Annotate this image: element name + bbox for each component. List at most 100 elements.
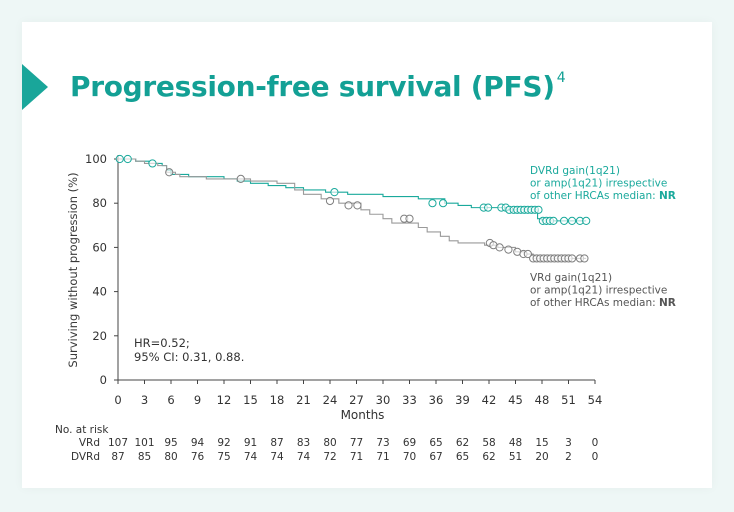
at-risk-value: 0	[592, 437, 599, 449]
x-tick-label: 27	[349, 393, 364, 407]
slide-card	[22, 22, 712, 488]
at-risk-value: 75	[217, 451, 230, 463]
censor-mark-dvrd	[438, 199, 448, 208]
censor-mark-dvrd	[148, 159, 157, 168]
censor-mark-vrd	[165, 168, 174, 177]
x-tick-label: 51	[561, 393, 576, 407]
y-tick-label: 100	[85, 152, 107, 166]
x-tick-label: 3	[141, 393, 148, 407]
censor-mark-vrd	[325, 196, 335, 206]
at-risk-value: 94	[191, 437, 205, 449]
at-risk-value: 73	[376, 437, 389, 449]
at-risk-value: 69	[403, 437, 416, 449]
at-risk-value: 62	[456, 437, 469, 449]
x-tick-label: 15	[243, 393, 258, 407]
at-risk-value: 87	[270, 437, 283, 449]
at-risk-value: 0	[592, 451, 599, 463]
censor-mark-vrd	[495, 243, 504, 252]
at-risk-value: 74	[270, 451, 284, 463]
x-tick-label: 48	[535, 393, 550, 407]
censor-mark-dvrd	[330, 188, 339, 197]
y-tick-label: 20	[92, 329, 107, 343]
at-risk-value: 3	[565, 437, 572, 449]
at-risk-value: 15	[535, 437, 548, 449]
at-risk-value: 92	[217, 437, 230, 449]
x-tick-label: 54	[588, 393, 603, 407]
censor-mark-vrd	[353, 201, 362, 210]
x-tick-label: 45	[508, 393, 523, 407]
at-risk-value: 48	[509, 437, 522, 449]
at-risk-value: 67	[429, 451, 442, 463]
x-tick-label: 18	[270, 393, 285, 407]
at-risk-value: 2	[565, 451, 572, 463]
censor-mark-vrd	[567, 254, 577, 263]
y-tick-label: 80	[92, 196, 107, 210]
censor-mark-dvrd	[534, 205, 543, 214]
x-tick-label: 9	[194, 393, 201, 407]
at-risk-value: 74	[244, 451, 258, 463]
censor-mark-dvrd	[549, 216, 558, 225]
x-tick-label: 0	[114, 393, 121, 407]
censor-mark-dvrd	[123, 154, 132, 164]
at-risk-value: 72	[323, 451, 336, 463]
y-tick-label: 0	[100, 373, 107, 387]
at-risk-value: 107	[108, 437, 128, 449]
censor-mark-vrd	[580, 254, 589, 263]
x-tick-label: 12	[217, 393, 232, 407]
x-tick-label: 6	[167, 393, 174, 407]
censor-mark-dvrd	[484, 203, 493, 212]
hr-annotation-line2: 95% CI: 0.31, 0.88.	[134, 350, 244, 364]
censor-mark-vrd	[236, 174, 245, 183]
at-risk-value: 101	[134, 437, 154, 449]
chart-labels: DVRd gain(1q21) or amp(1q21) irrespective…	[134, 165, 676, 364]
censor-mark-dvrd	[115, 154, 124, 164]
x-tick-label: 39	[455, 393, 470, 407]
x-tick-label: 30	[376, 393, 391, 407]
at-risk-value: 71	[350, 451, 363, 463]
arrow-marker-icon	[22, 64, 48, 110]
at-risk-value: 77	[350, 437, 363, 449]
censor-mark-dvrd	[582, 216, 591, 225]
at-risk-value: 80	[164, 451, 177, 463]
at-risk-value: 51	[509, 451, 522, 463]
at-risk-value: 58	[482, 437, 495, 449]
censor-mark-vrd	[344, 201, 353, 210]
x-tick-label: 36	[429, 393, 444, 407]
vrd-series-label: VRd gain(1q21) or amp(1q21) irrespective o…	[530, 272, 676, 309]
at-risk-value: 70	[403, 451, 416, 463]
at-risk-value: 80	[323, 437, 336, 449]
censor-mark-dvrd	[559, 216, 569, 225]
at-risk-value: 83	[297, 437, 310, 449]
hr-annotation-line1: HR=0.52;	[134, 336, 190, 350]
x-tick-label: 21	[296, 393, 311, 407]
censor-mark-dvrd	[567, 216, 577, 225]
y-tick-label: 40	[92, 285, 107, 299]
at-risk-value: 71	[376, 451, 389, 463]
at-risk-value: 65	[456, 451, 469, 463]
x-tick-label: 33	[402, 393, 417, 407]
at-risk-title: No. at risk	[55, 424, 109, 436]
chart-censor-marks	[115, 154, 591, 263]
at-risk-value: 85	[138, 451, 151, 463]
censor-mark-vrd	[405, 214, 414, 223]
at-risk-value: 62	[482, 451, 495, 463]
censor-mark-vrd	[504, 245, 513, 254]
at-risk-value: 87	[111, 451, 124, 463]
x-axis-label: Months	[341, 408, 385, 422]
at-risk-value: 76	[191, 451, 205, 463]
at-risk-value: 74	[297, 451, 311, 463]
at-risk-value: 65	[429, 437, 442, 449]
censor-mark-dvrd	[428, 199, 437, 208]
at-risk-row-label: VRd	[79, 437, 100, 449]
x-tick-label: 42	[482, 393, 497, 407]
dvrd-series-label: DVRd gain(1q21) or amp(1q21) irrespective…	[530, 165, 676, 202]
x-tick-label: 24	[323, 393, 338, 407]
at-risk-value: 95	[164, 437, 177, 449]
at-risk-value: 20	[535, 451, 548, 463]
censor-mark-vrd	[523, 249, 532, 259]
page-title: Progression-free survival (PFS) 4	[70, 70, 566, 103]
at-risk-value: 91	[244, 437, 257, 449]
